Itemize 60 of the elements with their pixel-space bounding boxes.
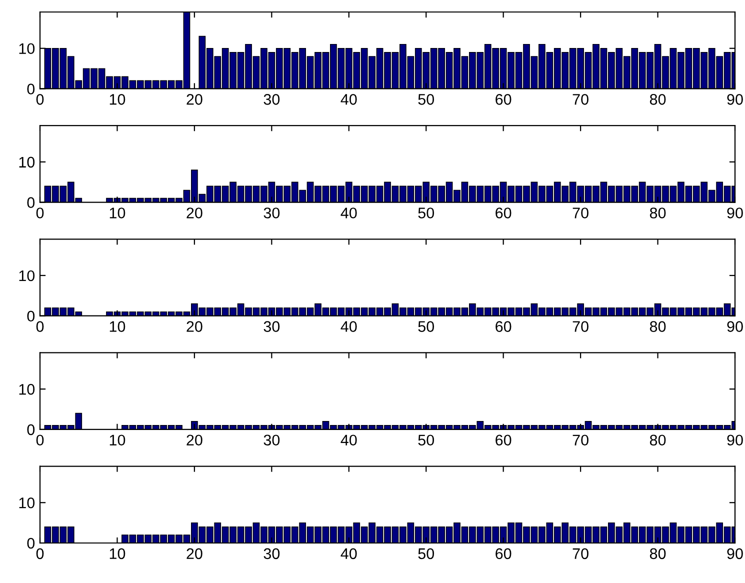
y-tick-label: 10 [19, 384, 35, 395]
x-tick-label: 40 [340, 208, 357, 218]
x-tick-label: 10 [110, 321, 126, 332]
x-tick-label: 70 [572, 94, 588, 105]
x-tick-label: 10 [110, 208, 126, 218]
x-tick-label: 50 [418, 434, 434, 446]
x-tick-label: 40 [340, 94, 357, 105]
y-tick-label: 10 [19, 497, 35, 508]
x-tick-label: 50 [418, 321, 434, 332]
x-tick-label: 60 [496, 434, 512, 446]
x-tick-label: 40 [340, 548, 357, 560]
x-tick-label: 80 [650, 94, 666, 105]
x-tick-label: 30 [264, 321, 280, 332]
x-tick-label: 0 [36, 548, 44, 560]
x-tick-label: 40 [340, 321, 357, 332]
x-tick-label: 40 [340, 434, 357, 446]
x-tick-label: 10 [110, 434, 126, 446]
x-tick-label: 20 [186, 208, 202, 218]
x-tick-label: 0 [36, 434, 44, 446]
x-tick-label: 30 [264, 94, 280, 105]
x-tick-label: 80 [650, 548, 666, 560]
x-tick-label: 0 [36, 208, 44, 218]
y-tick-label: 10 [19, 43, 35, 54]
x-tick-label: 10 [110, 94, 126, 105]
x-tick-label: 0 [36, 321, 44, 332]
x-tick-label: 0 [36, 94, 44, 105]
x-tick-label: 20 [186, 434, 202, 446]
y-tick-label: 10 [19, 156, 35, 168]
x-tick-label: 70 [572, 434, 588, 446]
y-tick-label: 0 [27, 538, 35, 549]
x-tick-label: 90 [727, 94, 743, 105]
x-tick-label: 70 [572, 321, 588, 332]
x-tick-label: 60 [496, 208, 512, 218]
x-tick-label: 90 [727, 434, 743, 446]
x-tick-label: 30 [264, 434, 280, 446]
x-tick-label: 60 [496, 321, 512, 332]
x-tick-label: 50 [418, 94, 434, 105]
x-tick-label: 90 [727, 208, 743, 218]
x-tick-label: 80 [650, 321, 666, 332]
x-tick-label: 60 [496, 94, 512, 105]
x-tick-label: 90 [727, 548, 743, 560]
x-tick-label: 20 [186, 94, 202, 105]
y-tick-label: 10 [19, 270, 35, 282]
x-tick-label: 70 [572, 208, 588, 218]
y-tick-label: 0 [27, 197, 35, 208]
x-tick-label: 20 [186, 548, 202, 560]
x-tick-label: 10 [110, 548, 126, 560]
x-tick-label: 50 [418, 548, 434, 560]
x-tick-label: 30 [264, 548, 280, 560]
y-tick-label: 0 [27, 84, 35, 94]
y-tick-label: 0 [27, 424, 35, 436]
x-tick-label: 50 [418, 208, 434, 218]
x-tick-label: 60 [496, 548, 512, 560]
x-tick-label: 80 [650, 208, 666, 218]
y-tick-label: 0 [27, 310, 35, 322]
x-tick-label: 90 [727, 321, 743, 332]
x-tick-label: 70 [572, 548, 588, 560]
x-tick-label: 20 [186, 321, 202, 332]
x-tick-label: 80 [650, 434, 666, 446]
x-tick-label: 30 [264, 208, 280, 218]
